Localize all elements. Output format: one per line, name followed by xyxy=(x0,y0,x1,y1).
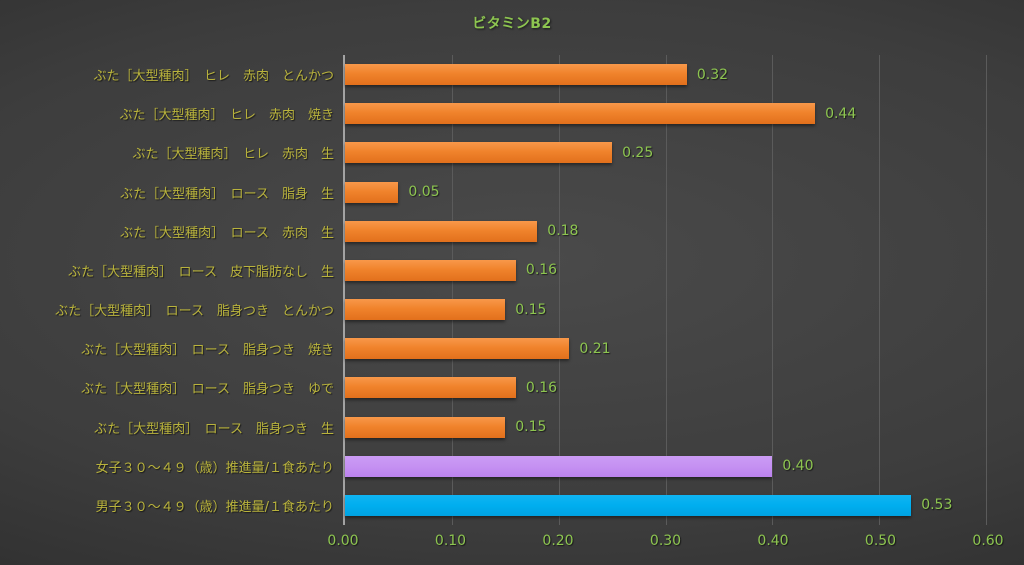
x-tick-label: 0.10 xyxy=(434,533,467,549)
x-tick-label: 0.00 xyxy=(327,533,359,549)
bar-value-label: 0.44 xyxy=(825,105,857,122)
x-tick-label: 0.30 xyxy=(649,533,682,549)
data-bar xyxy=(345,64,687,86)
data-bar xyxy=(345,220,538,242)
category-label: ぶた［大型種肉］ ロース 赤肉 生 xyxy=(120,225,334,241)
category-label: ぶた［大型種肉］ ロース 脂身つき 焼き xyxy=(81,343,334,359)
bar-row: 0.32 xyxy=(345,55,986,94)
data-bar xyxy=(345,142,613,164)
data-bar xyxy=(345,416,506,438)
data-bar xyxy=(345,338,570,360)
category-label: ぶた［大型種肉］ ロース 脂身つき 生 xyxy=(94,421,334,437)
data-bar xyxy=(345,377,516,399)
bar-value-label: 0.21 xyxy=(579,340,611,357)
category-label: 男子３０～４９（歳）推進量/１食あたり xyxy=(95,499,334,515)
bar-row: 0.18 xyxy=(345,212,986,251)
bar-value-label: 0.32 xyxy=(696,66,729,83)
category-label: ぶた［大型種肉］ ロース 脂身つき ゆで xyxy=(81,382,334,398)
bar-row: 0.21 xyxy=(345,329,986,368)
gridline xyxy=(986,55,987,525)
gridline xyxy=(879,55,881,525)
data-bar xyxy=(345,103,816,125)
bar-row: 0.40 xyxy=(345,447,986,486)
x-tick-label: 0.60 xyxy=(972,533,1004,549)
category-axis-labels: ぶた［大型種肉］ ヒレ 赤肉 とんかつ ぶた［大型種肉］ ヒレ 赤肉 焼き ぶた［大… xyxy=(0,55,334,525)
bar-value-label: 0.16 xyxy=(525,262,558,279)
bar-value-label: 0.05 xyxy=(408,184,440,201)
gridline xyxy=(558,55,560,525)
bar-value-label: 0.18 xyxy=(547,223,579,240)
data-bar xyxy=(345,259,516,281)
value-axis-labels: 0.00 0.10 0.20 0.30 0.40 0.50 0.60 xyxy=(327,533,1003,553)
category-label: ぶた［大型種肉］ ヒレ 赤肉 焼き xyxy=(119,108,334,124)
bar-value-label: 0.16 xyxy=(525,379,558,396)
gridline xyxy=(665,55,667,525)
bar-row: 0.05 xyxy=(345,173,986,212)
x-tick-label: 0.50 xyxy=(864,533,897,549)
bar-row: 0.25 xyxy=(345,133,986,172)
bar-row: 0.15 xyxy=(345,290,986,329)
category-label: ぶた［大型種肉］ ロース 脂身 生 xyxy=(120,186,334,202)
bar-value-label: 0.25 xyxy=(622,144,654,161)
data-bar xyxy=(345,181,399,203)
bar-value-label: 0.53 xyxy=(921,497,953,514)
bar-row: 0.16 xyxy=(345,251,986,290)
x-tick-label: 0.40 xyxy=(757,533,789,549)
bar-row: 0.15 xyxy=(345,408,986,447)
plot-rows: 0.32 0.44 0.25 0.05 0.18 0.16 0.15 0.21 0.16 0.15… xyxy=(345,55,986,525)
category-label: ぶた［大型種肉］ ヒレ 赤肉 とんかつ xyxy=(93,69,334,85)
bar-row: 0.44 xyxy=(345,94,986,133)
data-bar xyxy=(345,455,773,477)
data-bar xyxy=(345,494,912,516)
bar-row: 0.16 xyxy=(345,368,986,407)
x-tick-label: 0.20 xyxy=(542,533,574,549)
plot-area: 0.32 0.44 0.25 0.05 0.18 0.16 0.15 0.21 0.16 0.15… xyxy=(343,55,987,525)
category-label: 女子３０～４９（歳）推進量/１食あたり xyxy=(95,460,334,476)
category-label: ぶた［大型種肉］ ヒレ 赤肉 生 xyxy=(132,147,334,163)
category-label: ぶた［大型種肉］ ロース 皮下脂肪なし 生 xyxy=(68,264,334,280)
bar-value-label: 0.40 xyxy=(782,458,814,475)
bar-value-label: 0.15 xyxy=(515,301,547,318)
category-label: ぶた［大型種肉］ ロース 脂身つき とんかつ xyxy=(55,304,334,320)
chart-title: ビタミンB2 xyxy=(472,16,552,32)
data-bar xyxy=(345,299,506,321)
gridline xyxy=(772,55,774,525)
gridline xyxy=(451,55,453,525)
bar-value-label: 0.15 xyxy=(515,419,547,436)
bar-row: 0.53 xyxy=(345,486,986,525)
